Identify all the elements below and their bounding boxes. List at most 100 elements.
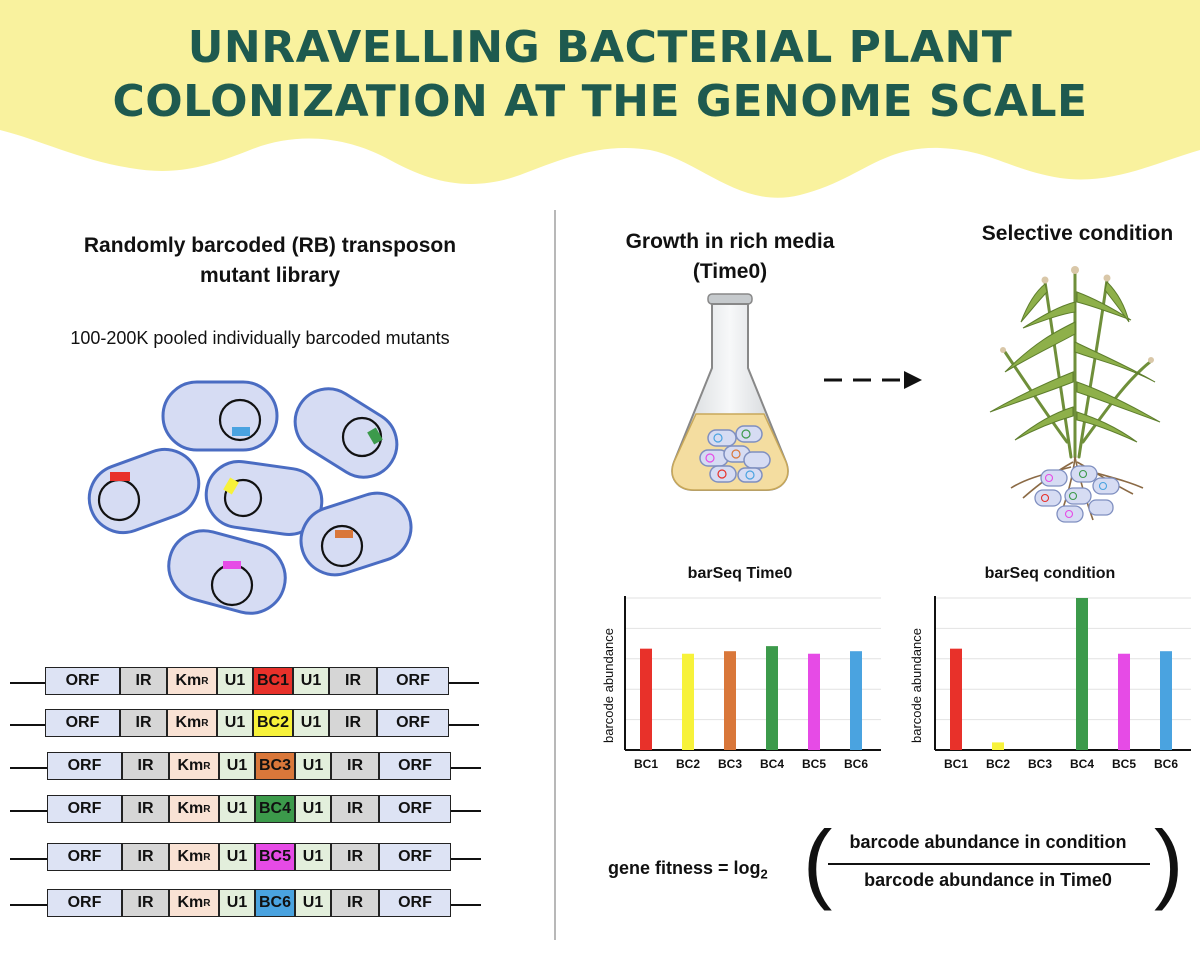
segment-orf: ORF	[45, 709, 120, 737]
construct-row: ORF IR Km R U1 BC6 U1 IR ORF	[10, 889, 500, 919]
x-tick-label: BC5	[801, 757, 826, 771]
segment-bc4: BC4	[255, 795, 295, 823]
x-tick-label: BC1	[633, 757, 658, 771]
x-tick-label: BC6	[1153, 757, 1178, 771]
segment-ir: IR	[120, 667, 167, 695]
segment-bc1: BC1	[253, 667, 293, 695]
segment-orf: ORF	[47, 843, 122, 871]
dna-line	[10, 858, 50, 860]
x-tick-label: BC4	[1069, 757, 1094, 771]
segment-ir: IR	[329, 709, 377, 737]
bacteria-illustration	[87, 380, 413, 615]
bar-bc5	[1118, 653, 1130, 750]
dna-line	[10, 904, 50, 906]
segment-u1: U1	[295, 752, 331, 780]
dna-line	[10, 724, 50, 726]
chart-plot-area	[934, 596, 1191, 751]
barcode-marker	[367, 427, 383, 445]
barcode-marker	[110, 472, 130, 481]
x-tick-label: BC2	[985, 757, 1010, 771]
bar-bc1	[950, 648, 962, 750]
growth-heading-line-2: (Time0)	[692, 260, 768, 283]
dna-line	[451, 904, 481, 906]
segment-u1: U1	[217, 709, 253, 737]
x-tick-label: BC6	[843, 757, 868, 771]
chart-title: barSeq condition	[984, 565, 1116, 582]
x-tick-label: BC5	[1111, 757, 1136, 771]
segment-orf: ORF	[377, 667, 449, 695]
segment-orf: ORF	[47, 889, 122, 917]
segment-ir: IR	[122, 889, 169, 917]
title-line-2: COLONIZATION AT THE GENOME SCALE	[112, 76, 1088, 127]
bar-bc5	[808, 653, 820, 750]
right-parenthesis: )	[1154, 812, 1184, 911]
segment-ir: IR	[122, 752, 169, 780]
segment-ir: IR	[331, 843, 379, 871]
title-line-1: UNRAVELLING BACTERIAL PLANT	[187, 22, 1013, 73]
x-tick-label: BC2	[675, 757, 700, 771]
segment-u1: U1	[295, 843, 331, 871]
segment-kmr: Km R	[169, 795, 219, 823]
library-subheading: 100-200K pooled individually barcoded mu…	[70, 328, 450, 348]
bar-bc4	[766, 646, 778, 750]
segment-u1: U1	[295, 795, 331, 823]
barseq-time0-chart: barSeq Time0 barcode abundance BC1 BC2 BC3…	[595, 565, 885, 780]
construct-row: ORF IR Km R U1 BC3 U1 IR ORF	[10, 752, 500, 782]
dna-line	[449, 724, 479, 726]
library-heading-line-1: Randomly barcoded (RB) transposon	[83, 234, 457, 257]
barcode-marker	[335, 530, 353, 538]
segment-bc6: BC6	[255, 889, 295, 917]
dna-line	[451, 810, 481, 812]
bar-bc1	[640, 648, 652, 750]
segment-bc5: BC5	[255, 843, 295, 871]
formula-denominator: barcode abundance in Time0	[864, 870, 1112, 890]
segment-orf: ORF	[379, 752, 451, 780]
segment-kmr: Km R	[167, 667, 217, 695]
segment-orf: ORF	[377, 709, 449, 737]
bar-bc4	[1076, 598, 1088, 750]
x-tick-label: BC3	[717, 757, 742, 771]
title-banner	[0, 0, 1200, 198]
dna-line	[10, 767, 50, 769]
segment-u1: U1	[219, 752, 255, 780]
bar-bc6	[1160, 651, 1172, 750]
bar-bc6	[850, 651, 862, 750]
segment-kmr: Km R	[169, 889, 219, 917]
segment-u1: U1	[293, 709, 329, 737]
bacterium-cell	[167, 529, 287, 615]
segment-ir: IR	[122, 795, 169, 823]
barseq-condition-chart: barSeq condition barcode abundance BC1 BC…	[905, 565, 1195, 780]
y-axis-label: barcode abundance	[601, 628, 616, 743]
segment-u1: U1	[217, 667, 253, 695]
segment-ir: IR	[331, 889, 379, 917]
x-tick-label: BC3	[1027, 757, 1052, 771]
dashed-arrow-icon	[824, 371, 922, 389]
segment-orf: ORF	[47, 752, 122, 780]
barcode-marker	[223, 561, 241, 569]
bar-bc2	[992, 742, 1004, 750]
selective-heading: Selective condition	[981, 222, 1174, 245]
construct-row: ORF IR Km R U1 BC1 U1 IR ORF	[10, 667, 500, 697]
dna-line	[10, 682, 50, 684]
segment-bc2: BC2	[253, 709, 293, 737]
segment-u1: U1	[293, 667, 329, 695]
growth-heading-line-1: Growth in rich media	[625, 230, 835, 253]
flask-icon	[671, 293, 789, 491]
dna-line	[451, 858, 481, 860]
segment-bc3: BC3	[255, 752, 295, 780]
formula-numerator: barcode abundance in condition	[849, 832, 1127, 852]
segment-orf: ORF	[45, 667, 120, 695]
segment-ir: IR	[122, 843, 169, 871]
segment-ir: IR	[331, 795, 379, 823]
chart-title: barSeq Time0	[687, 565, 793, 582]
construct-row: ORF IR Km R U1 BC4 U1 IR ORF	[10, 795, 500, 825]
segment-ir: IR	[329, 667, 377, 695]
barcode-marker	[232, 427, 250, 436]
segment-u1: U1	[219, 795, 255, 823]
bacterium-cell	[87, 447, 201, 535]
y-axis-label: barcode abundance	[909, 628, 924, 743]
plant-icon	[989, 266, 1161, 523]
x-tick-label: BC4	[759, 757, 784, 771]
segment-orf: ORF	[379, 795, 451, 823]
segment-u1: U1	[219, 889, 255, 917]
